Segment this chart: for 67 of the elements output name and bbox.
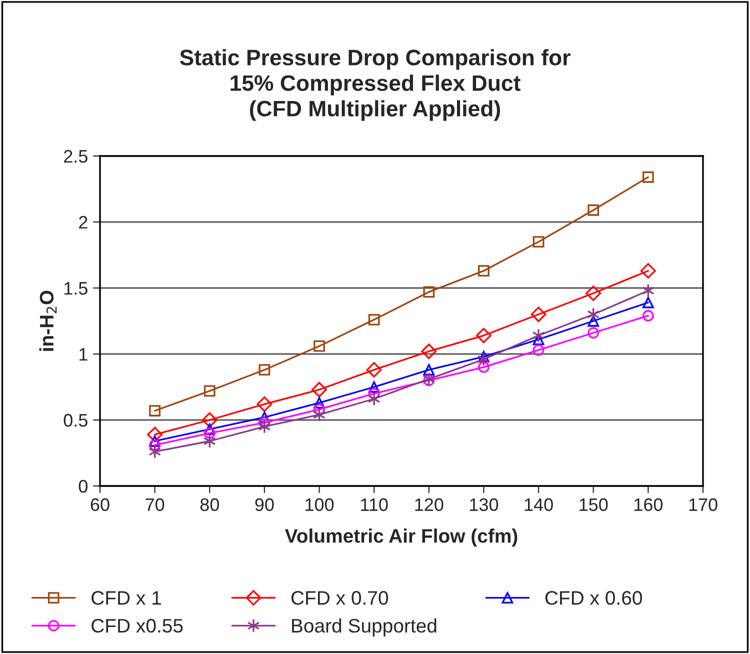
point bbox=[478, 350, 490, 362]
point bbox=[422, 372, 436, 386]
point bbox=[642, 310, 654, 322]
point bbox=[149, 405, 161, 416]
point bbox=[202, 412, 218, 428]
point bbox=[532, 328, 545, 343]
legend-label: CFD x 1 bbox=[92, 591, 161, 605]
point bbox=[423, 286, 435, 298]
legend-label: CFD x0.55 bbox=[92, 618, 183, 633]
x-tick-label: 60 bbox=[90, 498, 110, 512]
x-tick-label: 120 bbox=[415, 498, 444, 512]
point bbox=[256, 396, 272, 412]
legend-label: CFD x 0.60 bbox=[545, 591, 642, 605]
x-tick-label: 160 bbox=[634, 498, 663, 512]
point bbox=[368, 388, 380, 400]
point bbox=[368, 314, 380, 326]
point bbox=[423, 364, 435, 376]
point bbox=[258, 364, 270, 376]
point bbox=[530, 306, 546, 322]
y-tick-label: 1.5 bbox=[64, 282, 88, 295]
point bbox=[149, 439, 161, 451]
y-tick-label: 2 bbox=[79, 216, 88, 229]
point bbox=[532, 236, 544, 248]
y-tick-label: 2.5 bbox=[64, 150, 88, 163]
point bbox=[368, 381, 380, 393]
point bbox=[588, 327, 600, 339]
point bbox=[314, 397, 325, 409]
x-tick-label: 140 bbox=[524, 498, 553, 512]
point bbox=[258, 420, 271, 434]
point bbox=[314, 404, 325, 416]
x-tick-label: 90 bbox=[255, 498, 274, 512]
x-axis-title: Volumetric Air Flow (cfm) bbox=[284, 528, 518, 547]
point bbox=[204, 428, 216, 439]
point bbox=[366, 362, 382, 378]
point bbox=[476, 328, 492, 344]
point bbox=[640, 263, 656, 279]
y-tick-label: 1 bbox=[80, 348, 88, 361]
point bbox=[312, 382, 327, 398]
point bbox=[642, 171, 654, 183]
point bbox=[421, 344, 437, 360]
point bbox=[423, 374, 435, 386]
chart-title: Static Pressure Drop Comparison for 15% Compressed Flex Duct (CFD Multiplier Applied) bbox=[180, 49, 570, 121]
point bbox=[314, 340, 325, 352]
point bbox=[258, 412, 270, 424]
x-tick-label: 130 bbox=[470, 498, 498, 512]
x-tick-label: 80 bbox=[200, 498, 219, 512]
point bbox=[532, 344, 544, 356]
legend-label: CFD x 0.70 bbox=[291, 591, 388, 605]
x-tick-label: 110 bbox=[361, 498, 388, 512]
y-axis-title: in-H$_{2}$O bbox=[39, 290, 57, 351]
point bbox=[588, 204, 600, 216]
point bbox=[586, 286, 602, 301]
point bbox=[478, 362, 490, 373]
y-tick-label: 0 bbox=[78, 480, 88, 493]
x-tick-label: 70 bbox=[146, 498, 164, 512]
point bbox=[149, 435, 161, 447]
point bbox=[478, 265, 490, 277]
point bbox=[588, 315, 600, 327]
point bbox=[147, 426, 163, 442]
legend-label: Board Supported bbox=[292, 618, 436, 636]
x-tick-label: 170 bbox=[689, 498, 718, 512]
y-tick-label: 0.5 bbox=[64, 414, 88, 427]
x-tick-label: 150 bbox=[580, 498, 608, 512]
point bbox=[204, 385, 216, 397]
point bbox=[258, 416, 270, 428]
point bbox=[642, 296, 654, 308]
x-tick-label: 100 bbox=[306, 498, 334, 512]
